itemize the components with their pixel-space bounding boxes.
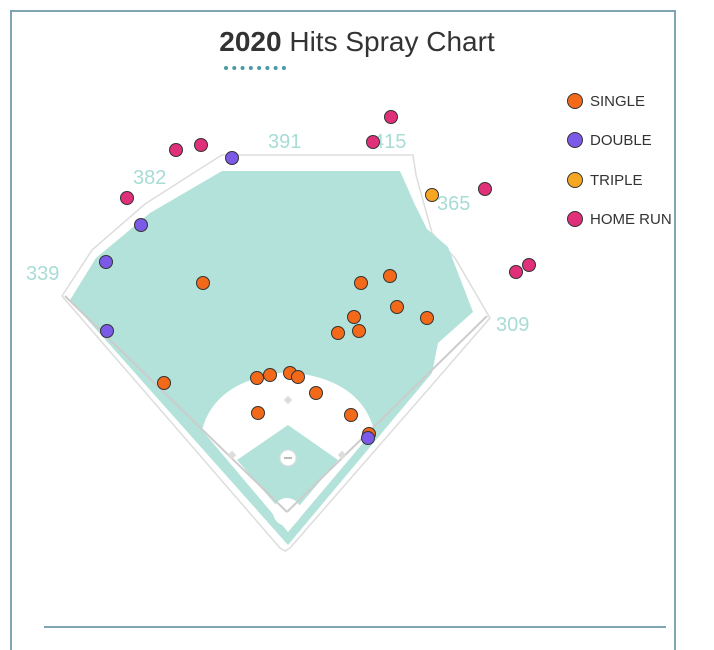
distance-right-line: 309 <box>496 314 529 336</box>
hit-point-home-run <box>366 135 380 149</box>
hit-point-single <box>157 376 171 390</box>
hit-point-single <box>420 311 434 325</box>
legend-marker-home-run <box>567 211 583 227</box>
hit-point-home-run <box>169 143 183 157</box>
hit-point-triple <box>425 188 439 202</box>
second-base <box>283 395 293 405</box>
hit-point-double <box>100 324 114 338</box>
legend-marker-single <box>567 93 583 109</box>
hit-point-single <box>291 370 305 384</box>
legend-marker-triple <box>567 172 583 188</box>
title-underline <box>224 66 286 70</box>
hit-point-double <box>99 255 113 269</box>
pitchers-rubber <box>284 457 292 459</box>
distance-left-center: 382 <box>133 167 166 189</box>
hit-point-single <box>309 386 323 400</box>
bottom-rule <box>44 626 666 628</box>
right-foul-line <box>286 315 488 513</box>
hit-point-double <box>225 151 239 165</box>
distance-center: 415 <box>373 131 406 153</box>
legend-marker-double <box>567 132 583 148</box>
hit-point-single <box>250 371 264 385</box>
title-text: Hits Spray Chart <box>281 26 495 57</box>
distance-left-line: 339 <box>26 263 59 285</box>
chart-title: 2020 Hits Spray Chart <box>0 26 714 58</box>
outfield-wall <box>61 154 491 552</box>
hit-markers <box>99 110 536 445</box>
hit-point-single <box>251 406 265 420</box>
first-base <box>337 450 347 460</box>
hit-point-single <box>354 276 368 290</box>
hit-point-single <box>196 276 210 290</box>
hit-point-double <box>361 431 375 445</box>
third-base <box>227 450 237 460</box>
distance-center-left: 391 <box>268 131 301 153</box>
hit-point-single <box>352 324 366 338</box>
hit-point-single <box>383 269 397 283</box>
hit-point-single <box>331 326 345 340</box>
hit-point-home-run <box>509 265 523 279</box>
legend-label-home-run: HOME RUN <box>590 211 672 228</box>
legend: SINGLE DOUBLE TRIPLE HOME RUN <box>567 93 672 228</box>
hit-point-single <box>347 310 361 324</box>
hit-point-single <box>263 368 277 382</box>
hit-point-home-run <box>522 258 536 272</box>
grass <box>70 171 473 545</box>
legend-label-single: SINGLE <box>590 93 645 110</box>
legend-label-triple: TRIPLE <box>590 172 643 189</box>
legend-label-double: DOUBLE <box>590 132 652 149</box>
hit-point-double <box>134 218 148 232</box>
hit-point-single <box>344 408 358 422</box>
hit-point-single <box>390 300 404 314</box>
hit-point-home-run <box>384 110 398 124</box>
title-year: 2020 <box>219 26 282 57</box>
hit-point-home-run <box>120 191 134 205</box>
distance-right-center: 365 <box>437 193 470 215</box>
hit-point-home-run <box>194 138 208 152</box>
hit-point-home-run <box>478 182 492 196</box>
